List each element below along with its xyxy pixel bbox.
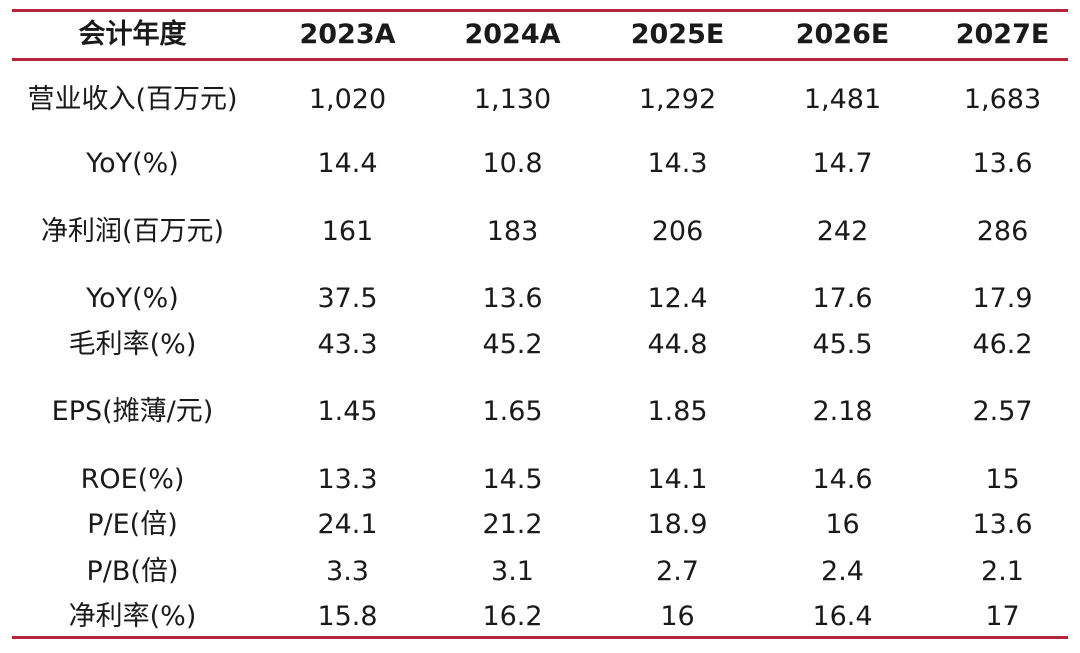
header-cell-label: 会计年度 xyxy=(78,19,187,50)
row-label: EPS(摊薄/元) xyxy=(51,396,214,427)
table-cell: 14.6 xyxy=(812,464,873,495)
table-cell: 2.18 xyxy=(812,396,873,427)
table-cell: 2.4 xyxy=(821,556,864,587)
table-cell: 45.2 xyxy=(482,329,543,360)
table-cell: 14.3 xyxy=(647,148,708,179)
table-cell: 13.6 xyxy=(972,509,1033,540)
table-cell: 12.4 xyxy=(647,283,708,314)
row-label: 营业收入(百万元) xyxy=(27,84,238,115)
table-cell: 16 xyxy=(660,601,695,632)
header-cell-2024a: 2024A xyxy=(464,19,561,50)
table-cell: 16.2 xyxy=(482,601,543,632)
table-cell: 15.8 xyxy=(317,601,378,632)
table-cell: 14.7 xyxy=(812,148,873,179)
table-cell: 21.2 xyxy=(482,509,543,540)
table-cell: 18.9 xyxy=(647,509,708,540)
row-label: 毛利率(%) xyxy=(68,329,197,360)
table-cell: 242 xyxy=(816,216,869,247)
table-top-rule xyxy=(12,9,1068,12)
table-cell: 14.5 xyxy=(482,464,543,495)
table-cell: 16 xyxy=(825,509,860,540)
row-label: P/E(倍) xyxy=(87,509,178,540)
table-cell: 10.8 xyxy=(482,148,543,179)
table-cell: 17 xyxy=(985,601,1020,632)
table-bottom-rule xyxy=(12,636,1068,639)
table-cell: 14.4 xyxy=(317,148,378,179)
table-cell: 44.8 xyxy=(647,329,708,360)
table-cell: 17.9 xyxy=(972,283,1033,314)
row-label: 净利率(%) xyxy=(68,601,197,632)
table-cell: 3.3 xyxy=(326,556,369,587)
table-cell: 14.1 xyxy=(647,464,708,495)
table-cell: 46.2 xyxy=(972,329,1033,360)
table-cell: 13.6 xyxy=(972,148,1033,179)
table-cell: 1,683 xyxy=(963,84,1042,115)
table-cell: 2.1 xyxy=(981,556,1024,587)
table-cell: 16.4 xyxy=(812,601,873,632)
table-cell: 13.3 xyxy=(317,464,378,495)
header-cell-2023a: 2023A xyxy=(299,19,396,50)
table-cell: 2.57 xyxy=(972,396,1033,427)
row-label: 净利润(百万元) xyxy=(40,216,225,247)
header-cell-2026e: 2026E xyxy=(795,19,890,50)
row-label: YoY(%) xyxy=(86,283,179,314)
table-cell: 1.45 xyxy=(317,396,378,427)
table-cell: 13.6 xyxy=(482,283,543,314)
table-cell: 1.85 xyxy=(647,396,708,427)
table-cell: 1,481 xyxy=(803,84,882,115)
table-cell: 17.6 xyxy=(812,283,873,314)
table-cell: 2.7 xyxy=(656,556,699,587)
table-cell: 1,020 xyxy=(308,84,387,115)
table-cell: 1,292 xyxy=(638,84,717,115)
row-label: P/B(倍) xyxy=(86,556,179,587)
row-label: YoY(%) xyxy=(86,148,179,179)
table-cell: 206 xyxy=(651,216,704,247)
table-cell: 15 xyxy=(985,464,1020,495)
table-cell: 161 xyxy=(321,216,374,247)
table-cell: 183 xyxy=(486,216,539,247)
table-cell: 286 xyxy=(976,216,1029,247)
table-cell: 37.5 xyxy=(317,283,378,314)
table-header-rule xyxy=(12,58,1068,61)
table-cell: 1.65 xyxy=(482,396,543,427)
table-cell: 3.1 xyxy=(491,556,534,587)
table-cell: 43.3 xyxy=(317,329,378,360)
row-label: ROE(%) xyxy=(80,464,185,495)
header-cell-2027e: 2027E xyxy=(955,19,1050,50)
table-cell: 45.5 xyxy=(812,329,873,360)
header-cell-2025e: 2025E xyxy=(630,19,725,50)
table-cell: 24.1 xyxy=(317,509,378,540)
table-cell: 1,130 xyxy=(473,84,552,115)
